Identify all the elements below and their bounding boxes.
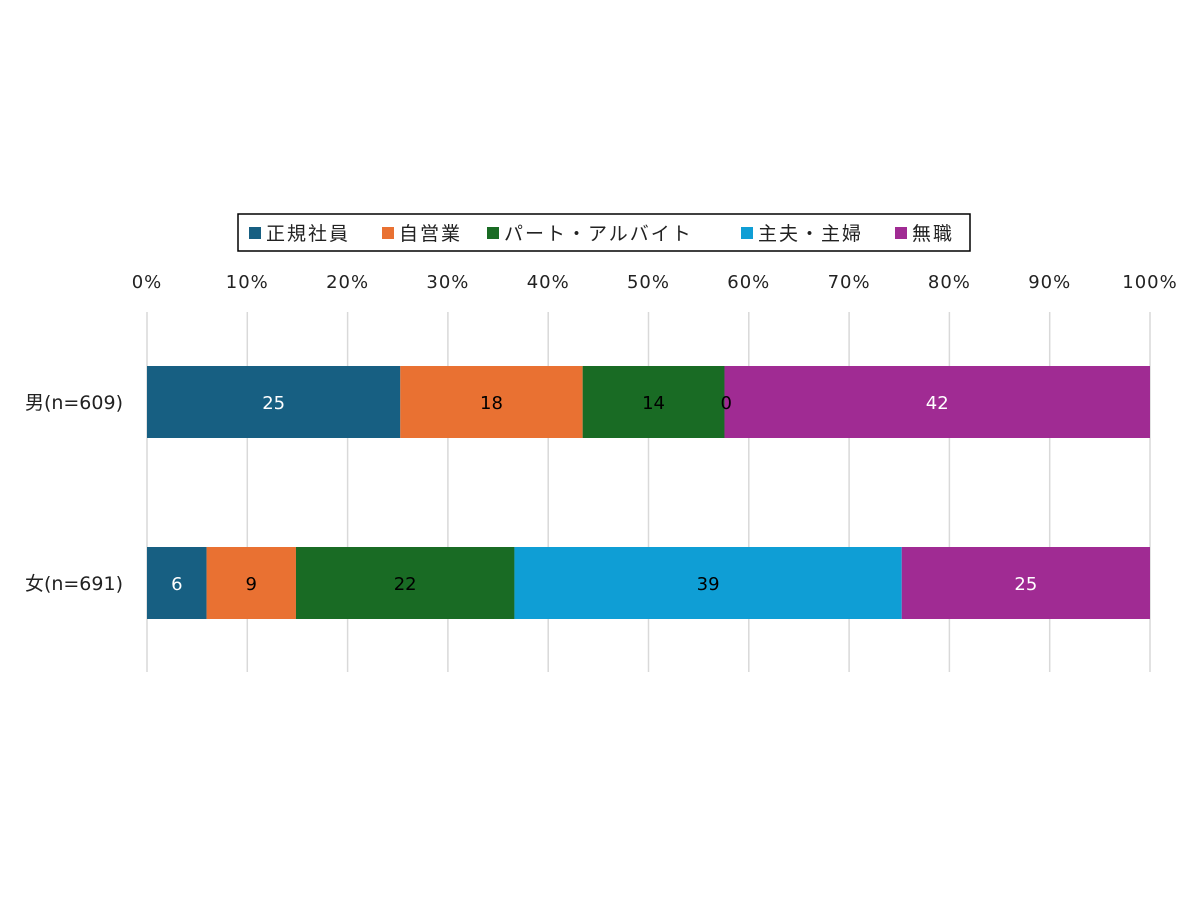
data-label: 6: [171, 574, 182, 595]
category-labels: 男(n=609) 女(n=691): [25, 392, 123, 595]
x-tick-label: 30%: [426, 272, 469, 293]
data-label: 18: [480, 393, 503, 414]
category-label: 男(n=609): [25, 392, 123, 414]
bar-segment: [147, 366, 401, 438]
legend-label: 無職: [912, 223, 954, 245]
legend-label: 主夫・主婦: [758, 223, 863, 245]
data-label: 9: [246, 574, 257, 595]
x-tick-label: 70%: [828, 272, 871, 293]
legend-swatch: [249, 227, 261, 239]
legend-swatch: [741, 227, 753, 239]
legend-label: 正規社員: [266, 223, 350, 245]
x-tick-label: 0%: [132, 272, 163, 293]
bar-segment: [582, 366, 725, 438]
x-tick-label: 40%: [527, 272, 570, 293]
data-label: 25: [1014, 574, 1037, 595]
bar-segment: [901, 547, 1150, 619]
bar-segment: [295, 547, 515, 619]
x-tick-label: 50%: [627, 272, 670, 293]
bar-segment: [147, 547, 207, 619]
data-label: 25: [262, 393, 285, 414]
category-label: 女(n=691): [25, 573, 123, 595]
legend-label: 自営業: [399, 223, 462, 245]
data-label: 39: [697, 574, 720, 595]
legend-label: パート・アルバイト: [504, 223, 693, 245]
x-tick-label: 60%: [727, 272, 770, 293]
x-tick-label: 80%: [928, 272, 971, 293]
data-label: 0: [721, 393, 732, 414]
data-labels: 25 18 14 0 42 6 9 22 39 25: [171, 393, 1037, 595]
x-tick-label: 20%: [326, 272, 369, 293]
data-label: 22: [394, 574, 417, 595]
legend-box: [237, 213, 971, 252]
legend-swatch: [895, 227, 907, 239]
x-tick-label: 100%: [1122, 272, 1177, 293]
data-label: 42: [926, 393, 949, 414]
bar-segment: [724, 366, 1150, 438]
legend-swatch: [487, 227, 499, 239]
x-tick-label: 90%: [1028, 272, 1071, 293]
bar-segment: [514, 547, 902, 619]
bar-segment: [400, 366, 583, 438]
legend-swatch: [382, 227, 394, 239]
x-tick-label: 10%: [226, 272, 269, 293]
x-axis-tick-labels: 0% 10% 20% 30% 40% 50% 60% 70% 80% 90% 100%: [132, 272, 1177, 293]
bars: [147, 366, 1150, 619]
data-label: 14: [642, 393, 665, 414]
legend: 正規社員 自営業 パート・アルバイト 主夫・主婦 無職: [237, 213, 971, 252]
bar-segment: [206, 547, 296, 619]
